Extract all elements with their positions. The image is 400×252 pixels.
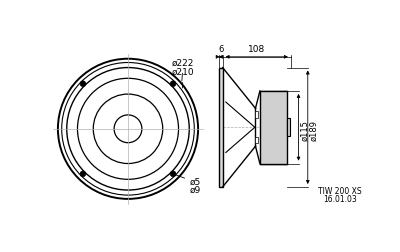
Text: ø9: ø9 xyxy=(190,185,201,194)
Circle shape xyxy=(80,81,86,86)
Text: 16.01.03: 16.01.03 xyxy=(323,195,357,204)
Circle shape xyxy=(170,81,176,86)
Bar xyxy=(219,68,223,187)
Text: ø210: ø210 xyxy=(172,68,194,88)
Text: ø222: ø222 xyxy=(172,59,194,81)
Text: ø189: ø189 xyxy=(309,120,318,141)
Text: 6: 6 xyxy=(218,45,224,54)
Text: ø115: ø115 xyxy=(300,120,309,141)
Bar xyxy=(287,118,290,136)
Text: ø5: ø5 xyxy=(176,175,201,187)
Circle shape xyxy=(80,171,86,177)
Bar xyxy=(260,91,287,164)
Text: 108: 108 xyxy=(248,45,265,54)
Bar xyxy=(256,137,258,143)
Text: TIW 200 XS: TIW 200 XS xyxy=(318,187,362,197)
Bar xyxy=(256,111,258,118)
Circle shape xyxy=(170,171,176,177)
